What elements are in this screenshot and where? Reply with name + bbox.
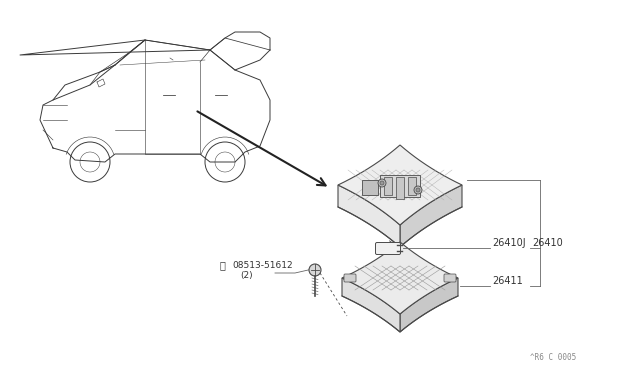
Polygon shape — [396, 177, 404, 199]
Text: 26411: 26411 — [492, 276, 523, 286]
Circle shape — [378, 179, 386, 187]
FancyBboxPatch shape — [344, 274, 356, 282]
Text: 26410: 26410 — [532, 238, 563, 248]
Polygon shape — [384, 177, 392, 195]
Polygon shape — [400, 278, 458, 332]
FancyBboxPatch shape — [376, 243, 401, 254]
Text: 26410J: 26410J — [492, 238, 525, 248]
Text: Ⓢ: Ⓢ — [220, 260, 226, 270]
FancyBboxPatch shape — [444, 274, 456, 282]
Polygon shape — [362, 180, 378, 195]
Text: ^R6 C 0005: ^R6 C 0005 — [530, 353, 576, 362]
Polygon shape — [338, 185, 400, 247]
Text: 08513-51612: 08513-51612 — [232, 261, 292, 270]
Circle shape — [309, 264, 321, 276]
Text: (2): (2) — [240, 271, 253, 280]
Polygon shape — [400, 185, 462, 247]
Polygon shape — [408, 177, 416, 195]
Circle shape — [380, 181, 384, 185]
Circle shape — [416, 188, 420, 192]
Polygon shape — [380, 175, 420, 197]
Polygon shape — [338, 145, 462, 225]
Circle shape — [414, 186, 422, 194]
Polygon shape — [342, 278, 400, 332]
Polygon shape — [342, 242, 458, 314]
